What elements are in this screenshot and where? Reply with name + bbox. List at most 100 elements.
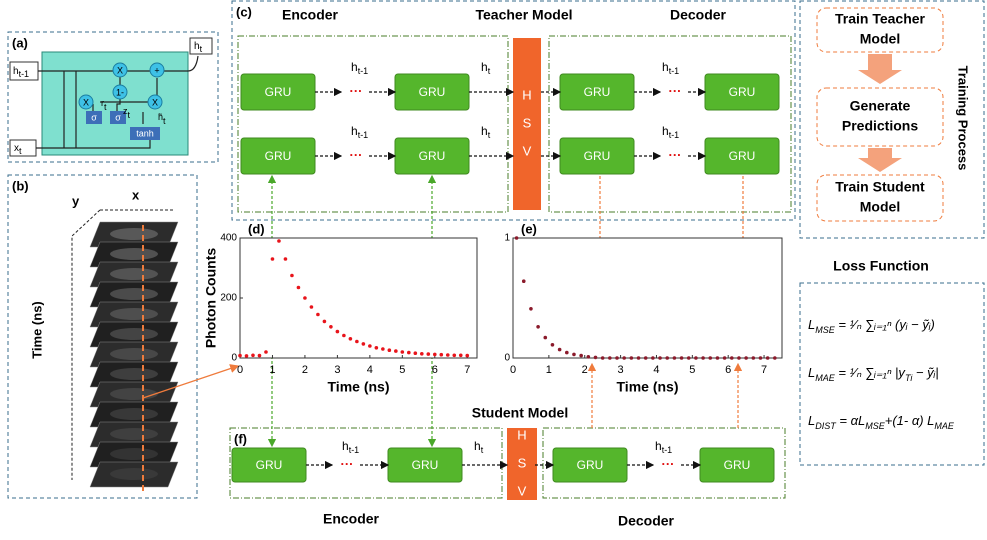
data-point [651, 356, 655, 360]
equation-part: L [808, 317, 815, 332]
hidden-label-base: h [662, 60, 669, 74]
slice-signal [110, 328, 158, 340]
data-point [730, 356, 734, 360]
data-point [759, 356, 763, 360]
data-point [665, 356, 669, 360]
x-tick-label: 2 [302, 364, 308, 376]
input-label-sub: t-1 [19, 69, 30, 79]
data-point [439, 353, 443, 357]
section-title: Decoder [670, 7, 727, 23]
x-tick-label: 6 [432, 364, 438, 376]
hidden-label: ht-1 [662, 60, 679, 76]
gru-label: GRU [729, 85, 756, 99]
lstm-op-label: X [83, 97, 89, 107]
block-arrow [858, 148, 902, 172]
data-point [310, 305, 314, 309]
section-title: Teacher Model [476, 7, 573, 23]
data-point [362, 342, 366, 346]
slice-signal [110, 408, 158, 420]
data-point [680, 356, 684, 360]
x-tick-label: 7 [761, 364, 767, 376]
data-point [433, 353, 437, 357]
data-point [708, 356, 712, 360]
x-tick-label: 4 [653, 364, 659, 376]
data-point [658, 356, 662, 360]
data-point [323, 320, 327, 324]
hidden-label: ht-1 [662, 124, 679, 140]
section-title: Encoder [282, 7, 339, 23]
hidden-label-sub: t-1 [662, 445, 673, 455]
step-label: Model [860, 31, 900, 47]
x-tick-label: 1 [546, 364, 552, 376]
lstm-op-label: + [154, 65, 159, 75]
panel-label: (b) [12, 178, 29, 193]
data-point [543, 336, 547, 340]
gru-label: GRU [729, 149, 756, 163]
y-tick-label: 0 [504, 353, 510, 364]
panel-label: (f) [234, 431, 247, 446]
plot-area [513, 238, 782, 358]
x-tick-label: 0 [237, 364, 243, 376]
block-arrow [858, 54, 902, 84]
data-point [522, 279, 526, 283]
data-point [701, 356, 705, 360]
data-point [264, 350, 268, 354]
hidden-label: ht [481, 124, 491, 140]
hidden-label-base: h [351, 124, 358, 138]
sigma-label: σ [91, 112, 97, 122]
decoder-frame [549, 36, 791, 212]
slice-signal [110, 468, 158, 480]
slice-signal [110, 368, 158, 380]
gru-label: GRU [584, 149, 611, 163]
ellipsis: ··· [341, 456, 354, 471]
slice-signal [110, 388, 158, 400]
data-point [716, 356, 720, 360]
data-point [766, 356, 770, 360]
figure: (a)(b)(c)(f)ht-1htxtX+1-XXσσtanhrtzth̃ty… [0, 0, 987, 535]
data-point [673, 356, 677, 360]
ellipsis: ··· [662, 456, 675, 471]
data-point [459, 354, 463, 358]
data-point [251, 354, 255, 358]
data-point [303, 296, 307, 300]
x-tick-label: 3 [334, 364, 340, 376]
data-point [536, 325, 540, 329]
data-point [637, 356, 641, 360]
hidden-label-sub: t-1 [358, 130, 369, 140]
slice-signal [110, 288, 158, 300]
slice-signal [110, 428, 158, 440]
data-point [752, 356, 756, 360]
data-point [744, 356, 748, 360]
data-point [565, 351, 569, 355]
gru-label: GRU [577, 458, 604, 472]
equation-sub: MSE [865, 421, 886, 431]
step-label: Model [860, 199, 900, 215]
ellipsis: ··· [669, 83, 682, 98]
step-label: Train Student [835, 179, 925, 195]
y-axis-label: Photon Counts [203, 248, 219, 349]
x-tick-label: 5 [689, 364, 695, 376]
data-point [329, 325, 333, 329]
equation-part: L [808, 365, 815, 380]
data-point [245, 354, 249, 358]
y-tick-label: 200 [220, 293, 237, 304]
step-label: Predictions [842, 118, 918, 134]
hidden-label-sub: t [481, 445, 484, 455]
data-point [601, 356, 605, 360]
data-point [446, 353, 450, 357]
data-point [427, 352, 431, 356]
equation-part: = ¹⁄ₙ ∑ᵢ₌₁ⁿ |y [835, 365, 907, 380]
hidden-label-sub: t-1 [349, 445, 360, 455]
data-point [336, 330, 340, 334]
data-point [465, 354, 469, 358]
data-point [773, 356, 777, 360]
data-point [622, 356, 626, 360]
gru-label: GRU [265, 149, 292, 163]
hidden-label-base: h [481, 124, 488, 138]
data-point [238, 354, 242, 358]
hidden-label: ht [474, 439, 484, 455]
data-point [381, 347, 385, 351]
section-title: Loss Function [833, 258, 929, 274]
panel-label: (a) [12, 35, 28, 50]
data-point [723, 356, 727, 360]
